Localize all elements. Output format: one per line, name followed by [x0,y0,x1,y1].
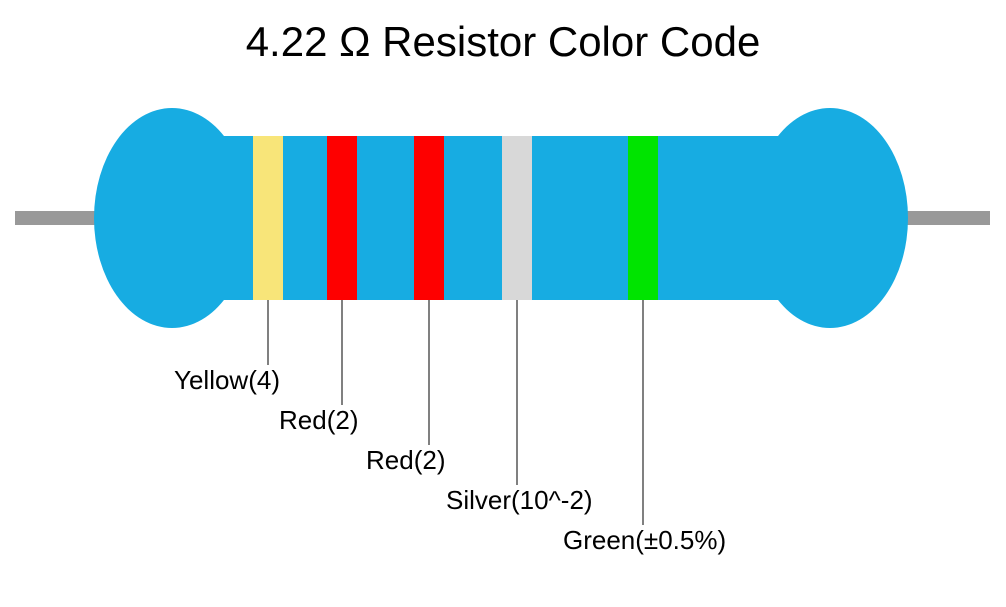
resistor-diagram: 4.22 Ω Resistor Color Code Yellow(4)Red(… [0,0,1006,607]
band-yellow-label: Yellow(4) [174,365,280,396]
band-red-2-label: Red(2) [366,445,445,476]
band-silver-label: Silver(10^-2) [446,485,593,516]
band-green-label: Green(±0.5%) [563,525,726,556]
band-yellow [253,136,283,300]
band-red-1-label: Red(2) [279,405,358,436]
resistor-body [200,136,800,300]
band-red-2 [414,136,444,300]
band-silver [502,136,532,300]
band-red-1 [327,136,357,300]
band-green [628,136,658,300]
